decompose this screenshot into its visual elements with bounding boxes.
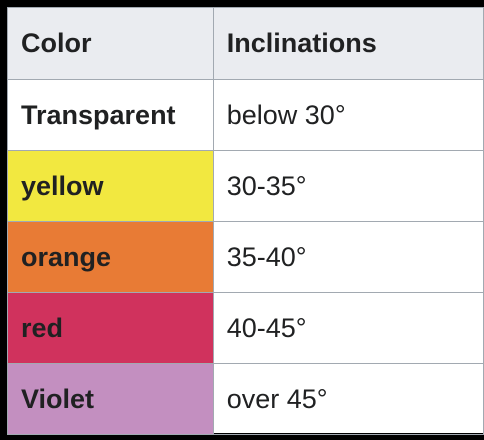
color-cell-red: red (7, 292, 214, 364)
inclination-cell: 40-45° (212, 292, 484, 364)
table-frame: Color Inclinations Transparent below 30°… (7, 7, 484, 435)
table-header-row: Color Inclinations (7, 7, 484, 80)
color-cell-orange: orange (7, 221, 214, 293)
inclination-cell: 35-40° (212, 221, 484, 293)
color-cell-transparent: Transparent (7, 79, 214, 151)
table-row: red 40-45° (7, 292, 484, 364)
inclination-cell: below 30° (212, 79, 484, 151)
inclination-cell: over 45° (212, 363, 484, 435)
color-cell-violet: Violet (7, 363, 214, 435)
header-color: Color (7, 7, 214, 80)
color-cell-yellow: yellow (7, 150, 214, 222)
header-inclinations: Inclinations (212, 7, 484, 80)
table-row: Violet over 45° (7, 363, 484, 435)
table-row: Transparent below 30° (7, 79, 484, 151)
table-row: yellow 30-35° (7, 150, 484, 222)
table-row: orange 35-40° (7, 221, 484, 293)
inclination-cell: 30-35° (212, 150, 484, 222)
slope-color-legend-table: Color Inclinations Transparent below 30°… (7, 7, 484, 435)
